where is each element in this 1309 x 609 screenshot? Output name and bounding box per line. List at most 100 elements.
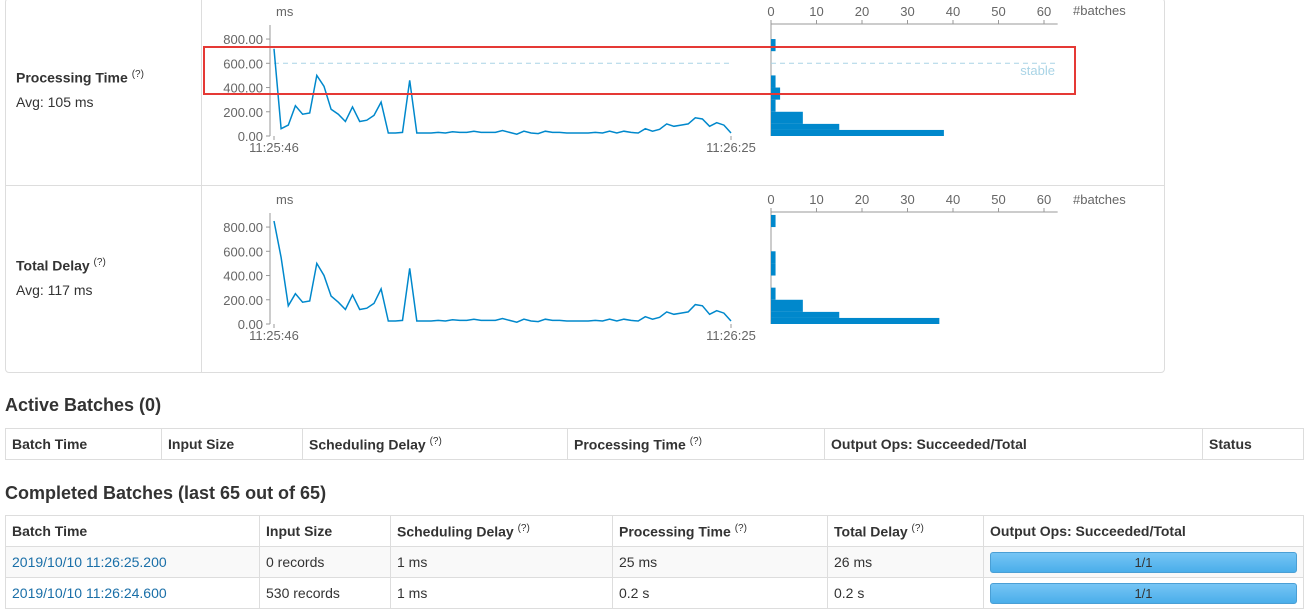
active-batches-header-row: Batch Time Input Size Scheduling Delay (… <box>5 428 1304 460</box>
table-row: 2019/10/10 11:26:24.600 530 records 1 ms… <box>5 577 1304 609</box>
col-total-delay[interactable]: Total Delay (?) <box>827 515 984 547</box>
batch-time-cell: 2019/10/10 11:26:25.200 <box>5 546 260 578</box>
completed-batches-title: Completed Batches (last 65 out of 65) <box>5 483 327 503</box>
x-tick-label: 60 <box>1037 192 1051 207</box>
total-delay-help-icon[interactable]: (?) <box>93 257 106 268</box>
y-tick-label: 0.00 <box>238 317 263 332</box>
total-delay-cell: 26 ms <box>827 546 984 578</box>
x-tick-label: 40 <box>946 4 960 19</box>
histogram-bar <box>771 39 776 52</box>
histogram-bar <box>771 214 776 228</box>
x-tick-label: 20 <box>855 4 869 19</box>
total-delay-label: Total Delay (?) <box>16 257 106 274</box>
total-delay-marks <box>273 324 732 328</box>
streaming-statistics-panel: Processing Time (?) Avg: 105 ms Total De… <box>5 0 1165 373</box>
col-batch-time[interactable]: Batch Time <box>5 428 162 460</box>
column-divider <box>201 0 202 372</box>
col-total-delay-label: Total Delay <box>834 523 908 540</box>
processing-time-help-icon[interactable]: (?) <box>131 69 144 80</box>
x-tick-label: 0 <box>767 4 774 19</box>
output-ops-progress: 1/1 <box>990 582 1297 604</box>
y-tick-label: 800.00 <box>223 32 263 47</box>
processing-time-cell: 25 ms <box>612 546 828 578</box>
processing-time-title: Processing Time <box>16 69 128 86</box>
col-processing-time-label: Processing Time <box>619 523 731 540</box>
total-delay-cell: 0.2 s <box>827 577 984 609</box>
processing-time-line <box>273 48 732 135</box>
total-delay-hist-x-label: #batches <box>1073 192 1126 207</box>
x-tick-label: 30 <box>900 4 914 19</box>
processing-time-help-icon[interactable]: (?) <box>689 435 702 447</box>
col-input-size[interactable]: Input Size <box>161 428 303 460</box>
total-delay-avg: Avg: 117 ms <box>16 282 93 298</box>
table-row: 2019/10/10 11:26:25.200 0 records 1 ms 2… <box>5 546 1304 578</box>
completed-batches-header-row: Batch Time Input Size Scheduling Delay (… <box>5 515 1304 547</box>
histogram-bar <box>771 299 803 312</box>
col-output-ops[interactable]: Output Ops: Succeeded/Total <box>824 428 1203 460</box>
scheduling-delay-help-icon[interactable]: (?) <box>517 522 530 534</box>
batch-time-cell: 2019/10/10 11:26:24.600 <box>5 577 260 609</box>
total-delay-unit: ms <box>276 192 294 207</box>
col-batch-time[interactable]: Batch Time <box>5 515 260 547</box>
y-tick-label: 200.00 <box>223 105 263 120</box>
total-delay-y-axis: 800.00 600.00 400.00 200.00 0.00 <box>223 213 271 332</box>
total-delay-histogram: 0 10 20 30 40 50 60 #batches <box>767 192 1126 324</box>
total-delay-title: Total Delay <box>16 257 90 274</box>
x-tick-label: 40 <box>946 192 960 207</box>
total-delay-hist-x-axis: 0 10 20 30 40 50 60 <box>767 192 1058 324</box>
total-delay-timeline: ms 800.00 600.00 400.00 200.00 0.00 11:25:46… <box>223 192 756 343</box>
processing-time-hist-x-label: #batches <box>1073 3 1126 18</box>
histogram-bar <box>771 87 781 100</box>
batch-time-link[interactable]: 2019/10/10 11:26:25.200 <box>12 554 167 570</box>
y-tick-label: 0.00 <box>238 129 263 144</box>
processing-time-y-axis: 800.00 600.00 400.00 200.00 0.00 <box>223 25 271 144</box>
completed-batches-table: Batch Time Input Size Scheduling Delay (… <box>5 515 1304 609</box>
y-tick-label: 200.00 <box>223 293 263 308</box>
y-tick-label: 600.00 <box>223 244 263 259</box>
processing-time-x-end: 11:26:25 <box>706 140 756 155</box>
col-processing-time[interactable]: Processing Time (?) <box>567 428 825 460</box>
col-scheduling-delay-label: Scheduling Delay <box>397 523 514 540</box>
processing-time-label: Processing Time (?) <box>16 69 144 86</box>
y-tick-label: 600.00 <box>223 56 263 71</box>
processing-time-help-icon[interactable]: (?) <box>734 522 747 534</box>
y-tick-label: 400.00 <box>223 81 263 96</box>
total-delay-hist-bars <box>771 214 940 324</box>
col-processing-time-label: Processing Time <box>574 436 686 453</box>
total-delay-help-icon[interactable]: (?) <box>911 522 924 534</box>
processing-time-marks <box>273 136 732 140</box>
histogram-bar <box>771 123 840 130</box>
active-batches-table: Batch Time Input Size Scheduling Delay (… <box>5 428 1304 460</box>
col-scheduling-delay[interactable]: Scheduling Delay (?) <box>302 428 568 460</box>
scheduling-delay-cell: 1 ms <box>390 546 613 578</box>
processing-time-cell: 0.2 s <box>612 577 828 609</box>
histogram-bar <box>771 129 944 136</box>
scheduling-delay-help-icon[interactable]: (?) <box>429 435 442 447</box>
y-tick-label: 800.00 <box>223 220 263 235</box>
col-input-size[interactable]: Input Size <box>259 515 391 547</box>
col-scheduling-delay-label: Scheduling Delay <box>309 436 426 453</box>
processing-time-histogram: 0 10 20 30 40 50 60 #batches stable <box>767 3 1126 136</box>
processing-time-x-start: 11:25:46 <box>249 140 299 155</box>
histogram-bar <box>771 75 776 88</box>
x-tick-label: 20 <box>855 192 869 207</box>
processing-time-unit: ms <box>276 4 294 19</box>
col-output-ops[interactable]: Output Ops: Succeeded/Total <box>983 515 1304 547</box>
col-processing-time[interactable]: Processing Time (?) <box>612 515 828 547</box>
x-tick-label: 0 <box>767 192 774 207</box>
batch-time-link[interactable]: 2019/10/10 11:26:24.600 <box>12 585 167 601</box>
x-tick-label: 30 <box>900 192 914 207</box>
histogram-bar <box>771 99 776 112</box>
total-delay-line <box>273 220 732 323</box>
col-scheduling-delay[interactable]: Scheduling Delay (?) <box>390 515 613 547</box>
output-ops-progress: 1/1 <box>990 551 1297 573</box>
active-batches-title: Active Batches (0) <box>5 395 162 415</box>
total-delay-x-start: 11:25:46 <box>249 328 299 343</box>
histogram-bar <box>771 263 776 276</box>
col-status[interactable]: Status <box>1202 428 1304 460</box>
x-tick-label: 10 <box>809 192 823 207</box>
histogram-bar <box>771 251 776 264</box>
x-tick-label: 60 <box>1037 4 1051 19</box>
processing-time-hist-bars <box>771 39 944 136</box>
